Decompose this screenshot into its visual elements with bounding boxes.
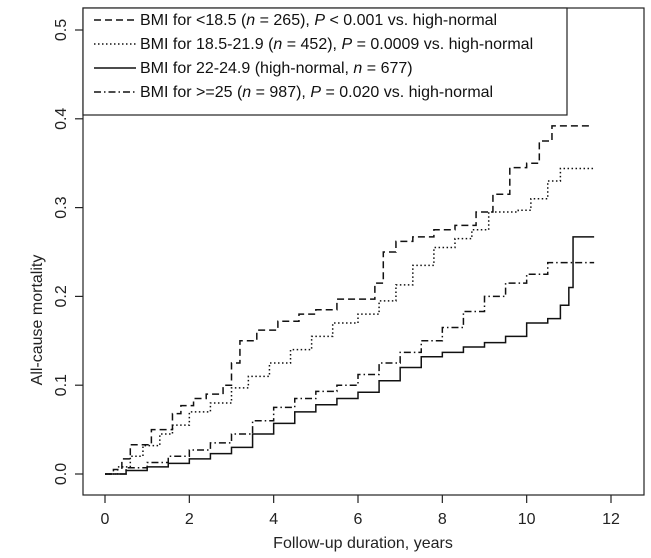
series-line-2 [105, 167, 595, 475]
legend-box [82, 7, 568, 116]
legend-text-part: = 265), [255, 12, 314, 29]
legend-text-part: n [273, 36, 282, 53]
legend-text-part: n [242, 84, 251, 101]
x-axis-label: Follow-up duration, years [273, 535, 453, 552]
legend-label-4: BMI for >=25 (n = 987), P = 0.020 vs. hi… [140, 84, 493, 101]
y-tick-label: 0.5 [53, 19, 70, 41]
legend-text-part: BMI for 18.5-21.9 ( [140, 36, 274, 53]
legend-text-part: = 0.0009 vs. high-normal [352, 36, 533, 53]
x-tick-label: 0 [101, 511, 110, 528]
legend-text-part: = 987), [251, 84, 310, 101]
series-line-3 [105, 236, 595, 475]
x-tick-label: 12 [602, 511, 620, 528]
legend-text-part: P [314, 12, 325, 29]
legend-text-part: BMI for 22-24.9 (high-normal, [140, 60, 353, 77]
legend-label-3: BMI for 22-24.9 (high-normal, n = 677) [140, 60, 413, 77]
y-tick-label: 0.0 [53, 463, 70, 485]
legend: BMI for <18.5 (n = 265), P < 0.001 vs. h… [82, 7, 568, 116]
series-group [105, 125, 595, 475]
y-tick-label: 0.2 [53, 285, 70, 307]
legend-text-part: < 0.001 vs. high-normal [325, 12, 497, 29]
legend-text-part: BMI for <18.5 ( [140, 12, 247, 29]
legend-text-part: = 452), [282, 36, 341, 53]
legend-text-part: P [341, 36, 352, 53]
x-tick-label: 2 [185, 511, 194, 528]
y-axis-label: All-cause mortality [29, 255, 46, 386]
y-tick-label: 0.4 [53, 108, 70, 130]
legend-text-part: = 677) [362, 60, 412, 77]
series-line-1 [105, 125, 590, 475]
y-tick-label: 0.3 [53, 196, 70, 218]
x-tick-label: 8 [438, 511, 447, 528]
legend-text-part: BMI for >=25 ( [140, 84, 243, 101]
x-tick-label: 4 [269, 511, 278, 528]
legend-text-part: P [310, 84, 321, 101]
y-tick-label: 0.1 [53, 374, 70, 396]
x-tick-label: 6 [354, 511, 363, 528]
legend-text-part: = 0.020 vs. high-normal [321, 84, 493, 101]
legend-label-2: BMI for 18.5-21.9 (n = 452), P = 0.0009 … [140, 36, 533, 53]
legend-text-part: n [246, 12, 255, 29]
y-axis: 0.0 0.1 0.2 0.3 0.4 0.5 [53, 19, 83, 485]
x-axis: 0 2 4 6 8 10 12 [101, 495, 620, 528]
series-line-4 [105, 261, 595, 475]
x-tick-label: 10 [518, 511, 536, 528]
legend-text-part: n [353, 60, 362, 77]
legend-label-1: BMI for <18.5 (n = 265), P < 0.001 vs. h… [140, 12, 497, 29]
